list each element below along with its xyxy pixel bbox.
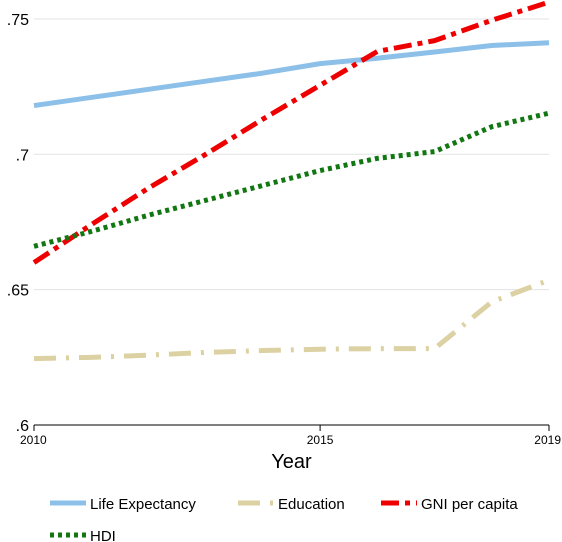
x-tick-label: 2019 [534,433,561,447]
y-tick-label: .75 [7,12,29,29]
series-line-life-expectancy [33,40,550,109]
legend-label-life-expectancy: Life Expectancy [90,496,196,513]
legend-label-hdi: HDI [90,528,116,542]
series-line-gni-per-capita [32,0,550,265]
legend: Life Expectancy Education GNI per capita HD… [50,496,518,542]
legend-label-education: Education [278,496,345,513]
grid-layer [34,18,549,426]
series-line-education [33,277,550,362]
axis-layer: .6 .65 .7 .75 2010 2015 2019 [7,12,562,447]
y-tick-label: .6 [16,418,29,435]
y-tick-label: .7 [16,147,29,164]
y-tick-label: .65 [7,283,29,300]
series-line-hdi [33,110,550,249]
legend-label-gni-per-capita: GNI per capita [421,496,518,513]
series-layer [32,0,550,362]
x-tick-label: 2015 [307,433,334,447]
x-tick-label: 2010 [20,433,47,447]
x-axis-label: Year [271,451,312,473]
